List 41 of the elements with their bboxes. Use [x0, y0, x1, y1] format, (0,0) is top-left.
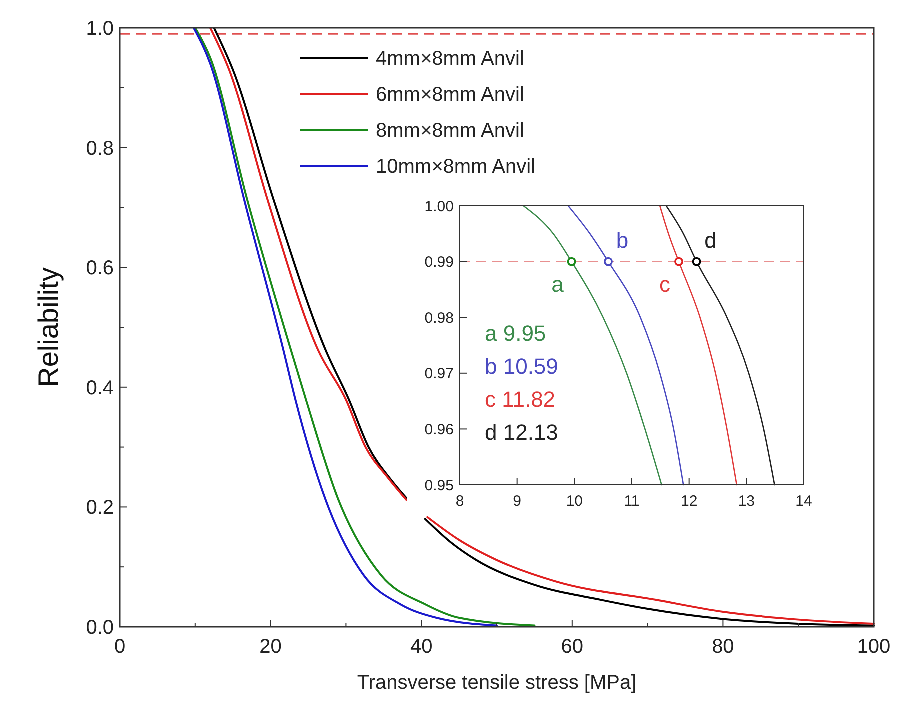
x-tick-label: 11 — [624, 493, 640, 510]
y-tick-label: 0.95 — [424, 477, 454, 494]
y-axis-title: Reliability — [33, 268, 64, 388]
y-tick-label: 0.4 — [86, 377, 114, 400]
x-axis-title: Transverse tensile stress [MPa] — [357, 672, 637, 694]
x-tick-label: 40 — [410, 636, 433, 658]
x-tick-label: 60 — [561, 636, 584, 658]
x-tick-label: 0 — [114, 636, 126, 658]
annotation: b — [616, 228, 629, 253]
y-tick-label: 0.2 — [86, 497, 114, 520]
annotation: d — [704, 228, 717, 253]
line-series — [659, 205, 738, 486]
x-tick-label: 9 — [513, 493, 522, 510]
y-tick-label: 0.99 — [424, 254, 454, 272]
annotation: b 10.59 — [485, 354, 558, 379]
x-tick-label: 12 — [680, 493, 698, 510]
annotation: d 12.13 — [485, 420, 558, 445]
legend-label: 6mm×8mm Anvil — [376, 84, 524, 106]
x-tick-label: 100 — [857, 636, 891, 658]
legend-label: 8mm×8mm Anvil — [376, 120, 524, 142]
line-series — [568, 205, 684, 486]
annotation: c 11.82 — [485, 387, 556, 412]
x-tick-label: 10 — [566, 493, 584, 510]
y-tick-label: 0.0 — [86, 617, 114, 639]
legend-label: 4mm×8mm Anvil — [376, 48, 524, 70]
x-tick-label: 14 — [796, 493, 812, 510]
y-tick-label: 0.8 — [86, 138, 114, 160]
y-tick-label: 1.00 — [424, 198, 454, 216]
x-tick-label: 13 — [738, 493, 756, 510]
y-tick-label: 0.6 — [86, 258, 114, 280]
annotation: a 9.95 — [485, 321, 546, 346]
y-tick-label: 0.97 — [424, 366, 454, 383]
y-tick-label: 1.0 — [86, 18, 114, 40]
x-tick-label: 80 — [712, 636, 734, 658]
legend-label: 10mm×8mm Anvil — [376, 156, 536, 178]
y-tick-label: 0.96 — [424, 421, 454, 438]
annotation: c — [660, 272, 671, 297]
annotation: a — [552, 272, 565, 297]
y-tick-label: 0.98 — [424, 310, 454, 327]
x-tick-label: 20 — [260, 636, 282, 658]
x-tick-label: 8 — [456, 493, 464, 510]
